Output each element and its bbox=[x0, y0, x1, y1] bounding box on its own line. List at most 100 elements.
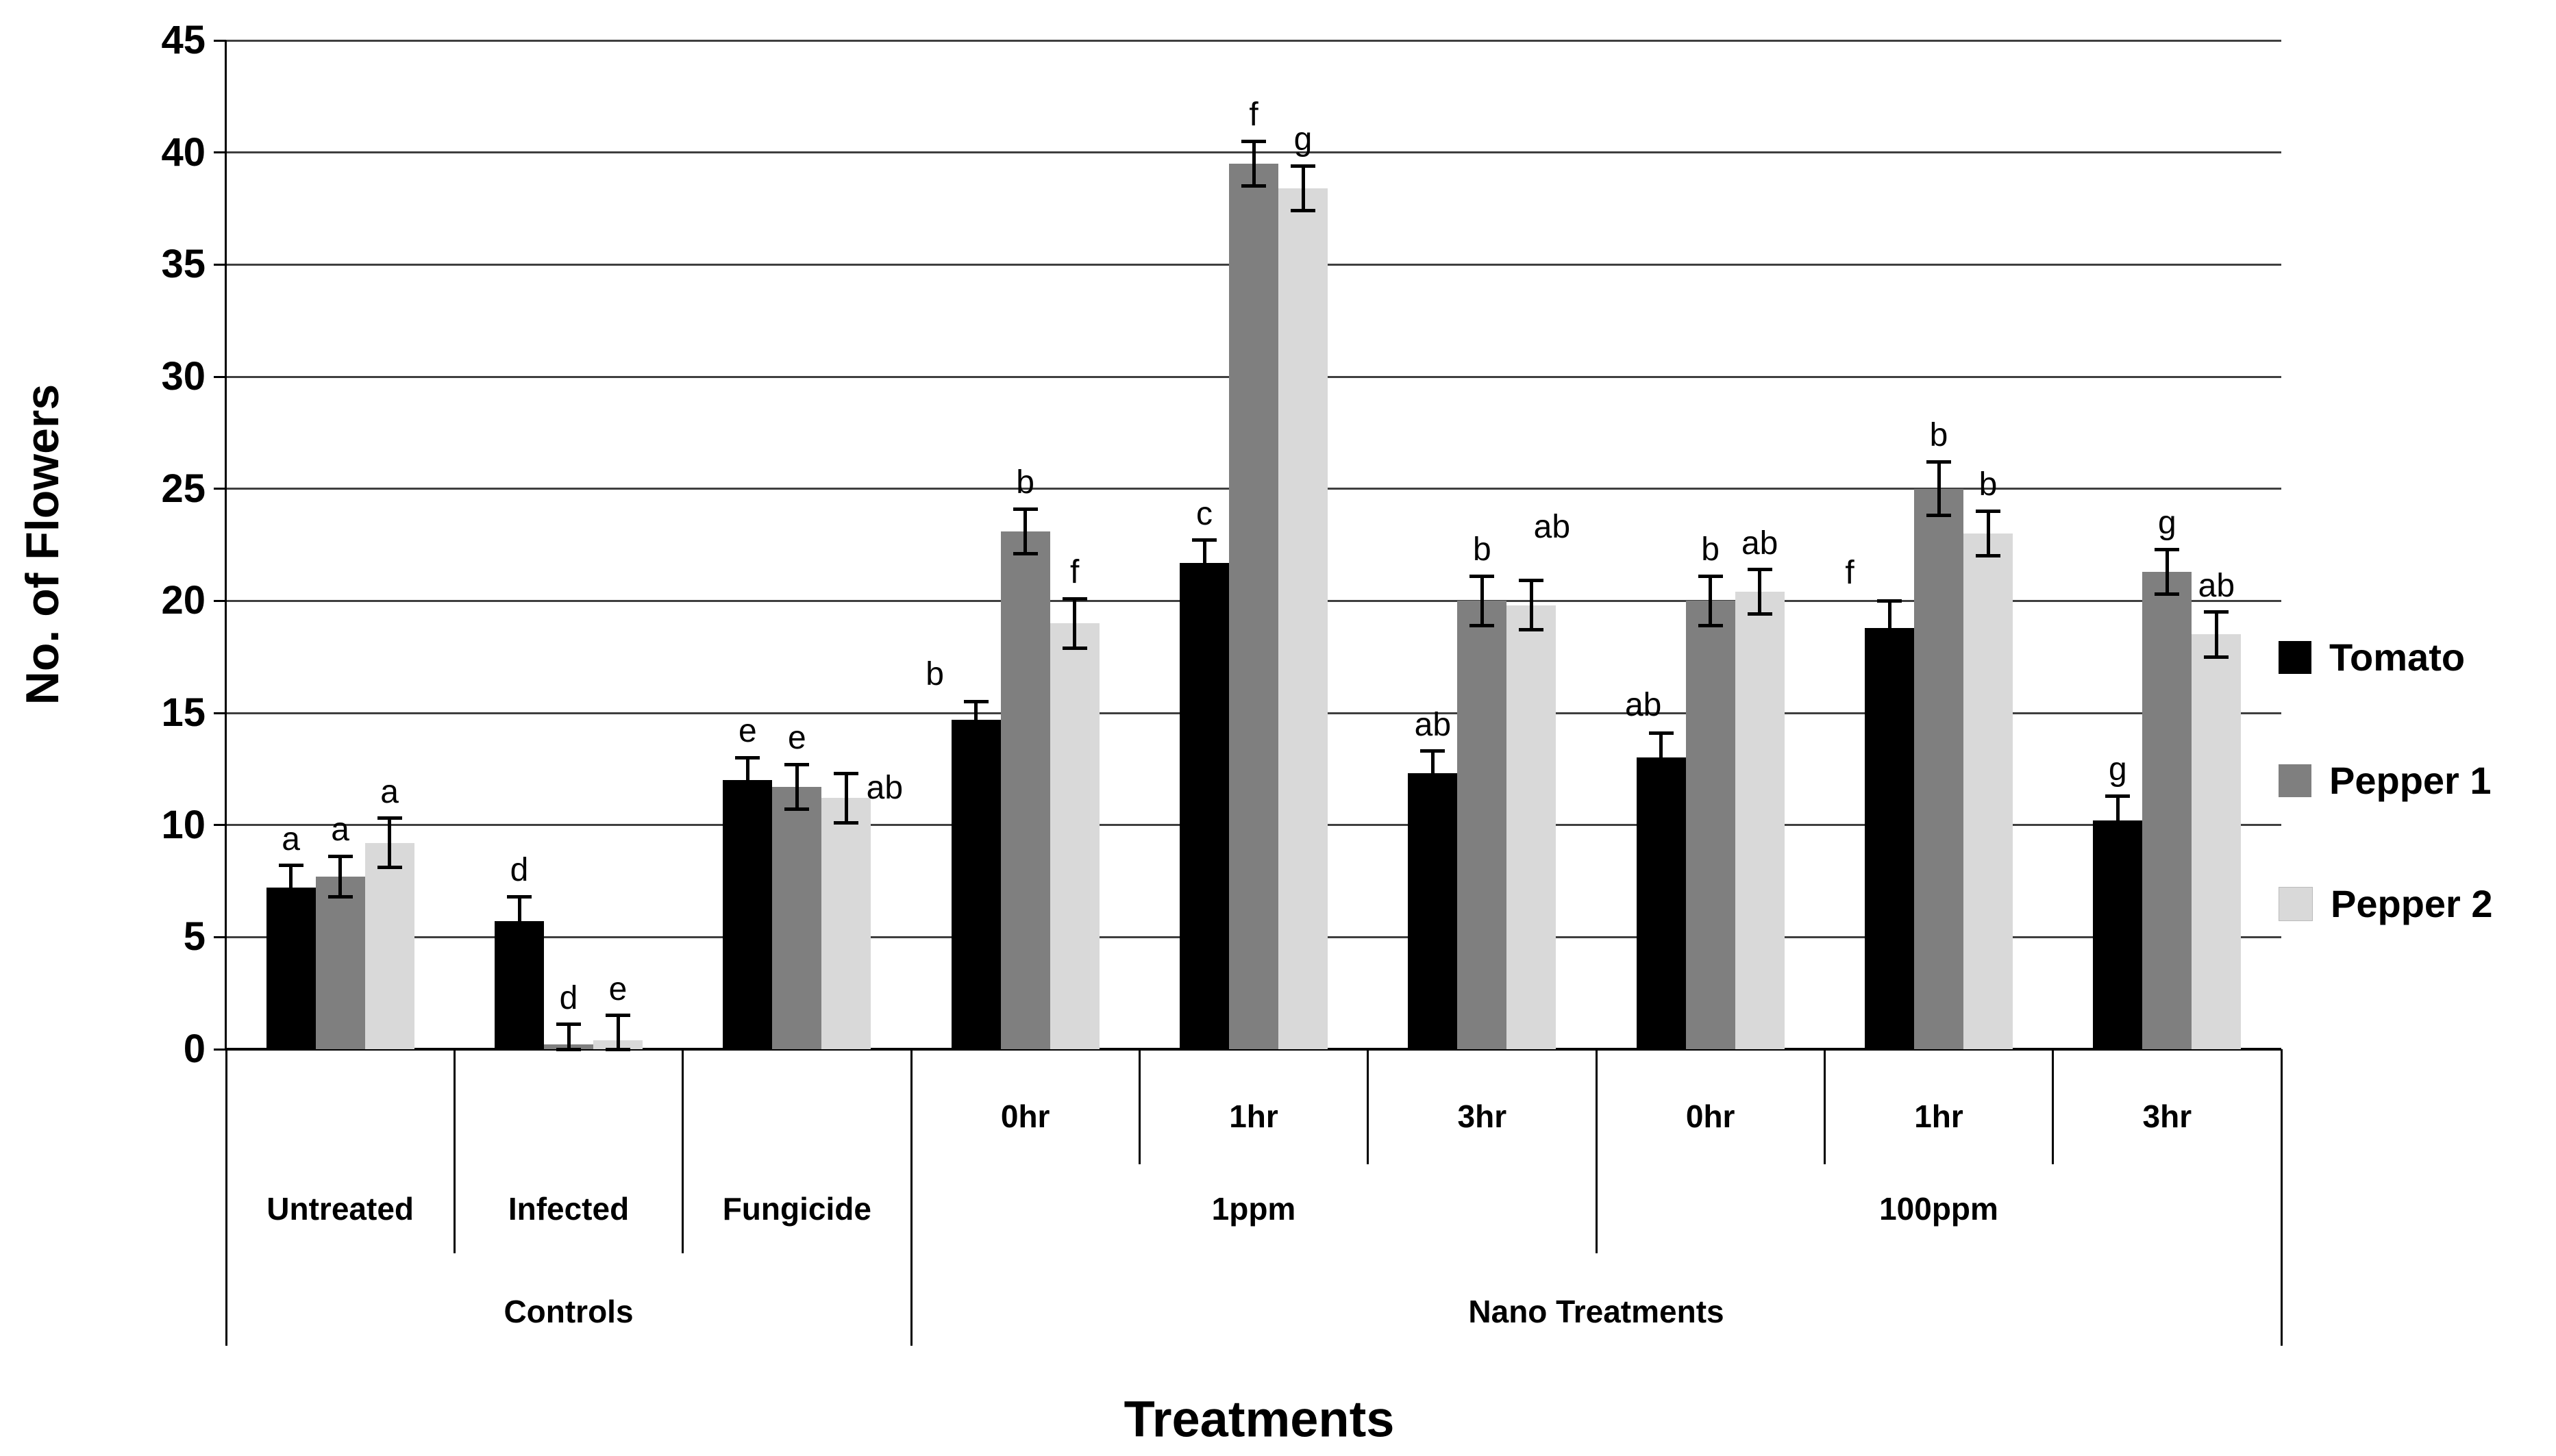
error-bar-cap-bottom bbox=[278, 908, 303, 912]
significance-letter: ab bbox=[1533, 508, 1571, 545]
significance-letter: ab bbox=[1741, 525, 1778, 562]
error-bar-cap-top bbox=[327, 854, 353, 858]
category-separator bbox=[1595, 1049, 1598, 1253]
y-tick-label: 30 bbox=[161, 354, 206, 399]
bar bbox=[1735, 592, 1785, 1049]
error-bar-line bbox=[1659, 733, 1663, 783]
category-label-super: Nano Treatments bbox=[1468, 1294, 1724, 1329]
error-bar-cap-bottom bbox=[735, 801, 760, 805]
legend-item: Tomato bbox=[2279, 638, 2465, 677]
bar bbox=[1865, 627, 1914, 1049]
category-label-hour: 3hr bbox=[1457, 1099, 1507, 1134]
error-bar-cap-bottom bbox=[1648, 780, 1674, 784]
error-bar-cap-top bbox=[1877, 599, 1902, 603]
significance-letter: b bbox=[1016, 464, 1035, 501]
error-bar-cap-bottom bbox=[2105, 843, 2131, 847]
significance-letter: b bbox=[1472, 531, 1491, 568]
error-bar-cap-top bbox=[1241, 139, 1266, 143]
legend-label: Pepper 1 bbox=[2329, 759, 2492, 802]
error-bar-cap-top bbox=[377, 816, 402, 820]
error-bar-line bbox=[1023, 509, 1028, 554]
error-bar-cap-top bbox=[1192, 538, 1217, 542]
y-tick-label: 5 bbox=[183, 914, 206, 959]
significance-letter: ab bbox=[2198, 567, 2235, 604]
error-bar-cap-top bbox=[834, 771, 859, 775]
error-bar-line bbox=[2165, 549, 2169, 594]
error-bar-line bbox=[338, 856, 343, 897]
legend-swatch-icon bbox=[2279, 764, 2311, 797]
error-bar-line bbox=[567, 1024, 571, 1049]
error-bar-cap-bottom bbox=[507, 944, 532, 948]
error-bar-line bbox=[1430, 751, 1435, 796]
legend-swatch-icon bbox=[2279, 641, 2311, 674]
category-separator bbox=[225, 1049, 227, 1346]
bar bbox=[1408, 773, 1458, 1049]
bar bbox=[315, 876, 365, 1049]
error-bar-line bbox=[1887, 601, 1891, 655]
significance-letter: d bbox=[510, 852, 529, 889]
bar bbox=[364, 842, 414, 1049]
x-axis-title: Treatments bbox=[1124, 1390, 1395, 1448]
bar bbox=[2192, 634, 2242, 1049]
x-axis-line bbox=[225, 1048, 2281, 1051]
error-bar-cap-top bbox=[507, 894, 532, 899]
category-separator bbox=[2280, 1049, 2283, 1346]
bar bbox=[2142, 571, 2192, 1049]
category-label-group: 100ppm bbox=[1879, 1191, 1998, 1227]
category-separator bbox=[2052, 1049, 2055, 1164]
error-bar-cap-top bbox=[1062, 597, 1087, 601]
error-bar-cap-bottom bbox=[1747, 612, 1772, 616]
error-bar-cap-bottom bbox=[327, 894, 353, 899]
significance-letter: a bbox=[380, 773, 399, 810]
error-bar-cap-top bbox=[606, 1014, 630, 1018]
error-bar-line bbox=[1202, 540, 1206, 586]
significance-letter: b bbox=[1701, 531, 1720, 568]
error-bar-cap-top bbox=[1291, 164, 1315, 168]
error-bar-cap-top bbox=[1013, 507, 1038, 511]
legend-item: Pepper 1 bbox=[2279, 762, 2492, 800]
error-bar-line bbox=[1480, 576, 1484, 626]
y-tick-label: 20 bbox=[161, 578, 206, 623]
y-tick-label: 40 bbox=[161, 129, 206, 175]
error-bar-cap-top bbox=[1648, 731, 1674, 735]
y-tick-label: 15 bbox=[161, 690, 206, 735]
significance-letter: b bbox=[1978, 466, 1998, 503]
error-bar-cap-bottom bbox=[1013, 552, 1038, 556]
error-bar-cap-bottom bbox=[834, 820, 859, 825]
category-label-hour: 0hr bbox=[1000, 1099, 1050, 1134]
bar bbox=[772, 787, 822, 1049]
error-bar-cap-bottom bbox=[784, 807, 810, 812]
significance-letter: b bbox=[926, 655, 945, 692]
significance-letter: e bbox=[787, 720, 806, 757]
error-bar-line bbox=[1709, 576, 1713, 626]
error-bar-line bbox=[2214, 612, 2218, 657]
bar bbox=[1636, 757, 1686, 1049]
y-axis-tick bbox=[214, 151, 226, 154]
error-bar-cap-top bbox=[278, 864, 303, 868]
error-bar-cap-bottom bbox=[1420, 794, 1445, 798]
y-axis-tick bbox=[214, 712, 226, 714]
significance-letter: g bbox=[1293, 121, 1313, 158]
significance-letter: g bbox=[2108, 751, 2127, 788]
error-bar-line bbox=[745, 757, 749, 803]
error-bar-cap-bottom bbox=[1976, 554, 2000, 558]
significance-letter: ab bbox=[866, 770, 904, 807]
significance-letter: f bbox=[1249, 97, 1258, 134]
bar bbox=[266, 888, 316, 1049]
error-bar-line bbox=[1758, 569, 1762, 614]
category-label-hour: 1hr bbox=[1914, 1099, 1963, 1134]
category-label-super: Controls bbox=[504, 1294, 634, 1329]
category-separator bbox=[1138, 1049, 1141, 1164]
gridline bbox=[226, 39, 2281, 42]
error-bar-cap-bottom bbox=[606, 1047, 630, 1051]
error-bar-cap-top bbox=[1469, 574, 1495, 578]
category-label-group: Fungicide bbox=[722, 1191, 871, 1227]
error-bar-cap-top bbox=[1747, 568, 1772, 571]
error-bar-cap-bottom bbox=[1698, 623, 1723, 627]
error-bar-line bbox=[1529, 580, 1533, 630]
error-bar-cap-bottom bbox=[377, 866, 402, 870]
error-bar-cap-top bbox=[1519, 579, 1544, 583]
bar bbox=[1229, 164, 1278, 1049]
legend-label: Pepper 2 bbox=[2331, 882, 2493, 925]
bar bbox=[723, 780, 773, 1049]
